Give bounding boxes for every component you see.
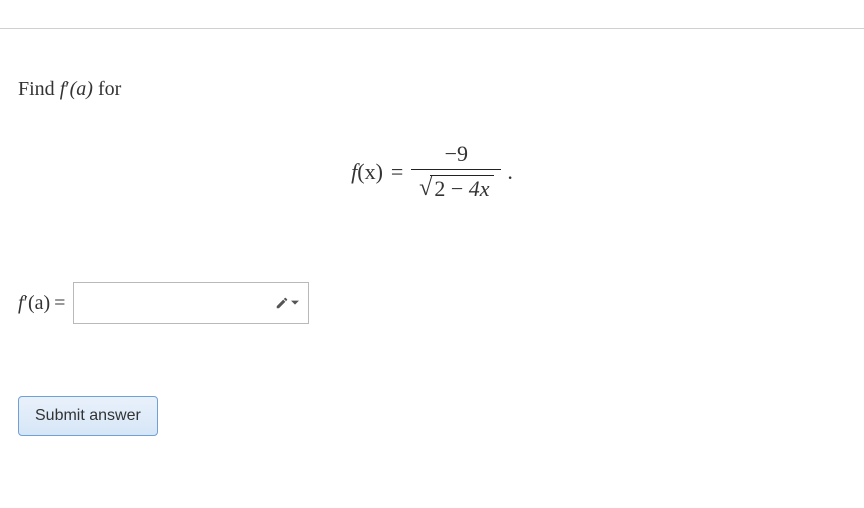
equation-equals: = bbox=[391, 159, 403, 185]
submit-button[interactable]: Submit answer bbox=[18, 396, 158, 436]
equation-editor-button[interactable] bbox=[275, 296, 299, 310]
equation-lhs: f(x) bbox=[351, 159, 383, 185]
equation-denominator: √ 2 − 4x bbox=[413, 170, 499, 202]
prompt-prefix: Find bbox=[18, 78, 60, 100]
radical-sign: √ bbox=[419, 176, 432, 200]
equation-period: . bbox=[507, 159, 513, 185]
prompt-paren-a: (a) bbox=[70, 78, 93, 100]
radicand-a: 2 bbox=[434, 176, 445, 201]
answer-input[interactable] bbox=[73, 282, 309, 324]
problem-content: Find f′(a) for f(x) = −9 √ 2 − 4x . bbox=[0, 0, 864, 436]
sqrt: √ 2 − 4x bbox=[419, 175, 493, 202]
answer-label: f′(a)= bbox=[18, 292, 65, 315]
radicand: 2 − 4x bbox=[430, 175, 493, 202]
equation-display: f(x) = −9 √ 2 − 4x . bbox=[18, 141, 846, 202]
answer-paren-a: (a) bbox=[28, 292, 50, 314]
equation-fraction: −9 √ 2 − 4x bbox=[411, 141, 501, 202]
answer-row: f′(a)= bbox=[18, 282, 846, 324]
equation-x: (x) bbox=[357, 159, 383, 184]
chevron-down-icon bbox=[291, 299, 299, 307]
prompt-text: Find f′(a) for bbox=[18, 78, 846, 101]
equation: f(x) = −9 √ 2 − 4x . bbox=[351, 141, 513, 202]
radicand-op: − bbox=[445, 176, 468, 201]
pencil-icon bbox=[275, 296, 289, 310]
answer-input-wrap bbox=[73, 282, 309, 324]
equation-numerator: −9 bbox=[411, 141, 501, 170]
top-divider bbox=[0, 28, 864, 29]
answer-equals: = bbox=[54, 292, 65, 314]
prompt-suffix: for bbox=[93, 78, 121, 100]
radicand-b: 4x bbox=[469, 176, 490, 201]
